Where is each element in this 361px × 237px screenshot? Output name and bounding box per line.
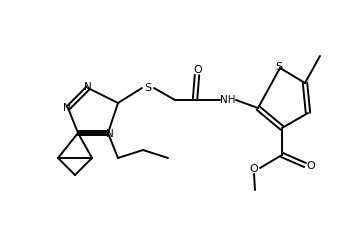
Text: N: N [63, 103, 71, 113]
Text: O: O [193, 65, 203, 75]
Text: N: N [106, 129, 114, 139]
Text: S: S [275, 62, 283, 72]
Text: O: O [249, 164, 258, 174]
Text: O: O [306, 161, 316, 171]
Text: NH: NH [220, 95, 236, 105]
Text: N: N [84, 82, 92, 92]
Text: S: S [144, 83, 152, 93]
